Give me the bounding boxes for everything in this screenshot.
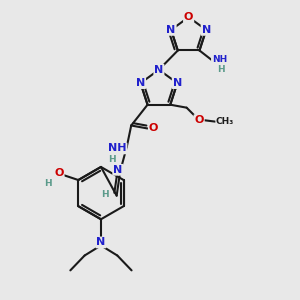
Text: O: O bbox=[194, 115, 204, 125]
Text: NH: NH bbox=[108, 143, 127, 153]
Text: H: H bbox=[101, 190, 109, 199]
Text: N: N bbox=[202, 25, 211, 35]
Text: N: N bbox=[136, 78, 145, 88]
Text: N: N bbox=[113, 165, 122, 175]
Text: NH: NH bbox=[212, 55, 227, 64]
Text: O: O bbox=[184, 12, 193, 22]
Text: H: H bbox=[44, 179, 52, 188]
Text: N: N bbox=[167, 25, 176, 35]
Text: O: O bbox=[54, 169, 64, 178]
Text: O: O bbox=[149, 124, 158, 134]
Text: H: H bbox=[218, 65, 225, 74]
Text: N: N bbox=[173, 78, 182, 88]
Text: H: H bbox=[108, 155, 116, 164]
Text: N: N bbox=[96, 237, 106, 248]
Text: CH₃: CH₃ bbox=[216, 117, 234, 126]
Text: N: N bbox=[154, 65, 164, 75]
